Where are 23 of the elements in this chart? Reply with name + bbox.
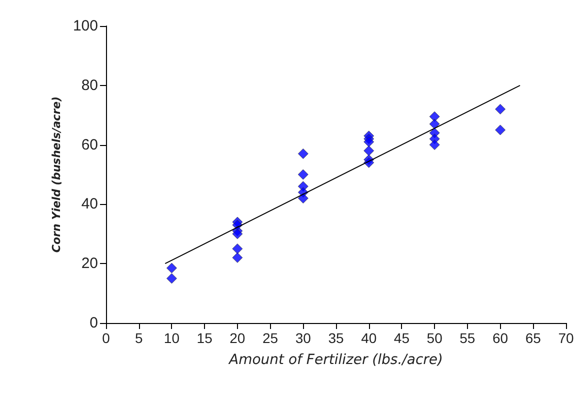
x-tick-label: 45 — [394, 330, 410, 346]
y-axis-title: Corn Yield (bushels/acre) — [50, 96, 64, 253]
y-tick-label: 40 — [81, 196, 98, 213]
x-axis-title: Amount of Fertilizer (lbs./acre) — [228, 352, 443, 368]
x-tick-label: 0 — [102, 330, 110, 346]
y-tick-label: 80 — [81, 76, 98, 94]
x-tick-label: 20 — [230, 330, 246, 346]
y-tick-label: 0 — [90, 314, 98, 332]
x-tick-label: 65 — [525, 330, 542, 346]
x-tick-label: 30 — [295, 330, 312, 346]
x-tick-label: 70 — [558, 330, 574, 346]
x-tick-label: 40 — [361, 330, 377, 346]
x-tick-label: 5 — [134, 330, 143, 346]
x-tick-label: 55 — [460, 330, 476, 346]
x-tick-label: 25 — [262, 330, 278, 346]
x-tick-label: 50 — [426, 330, 443, 346]
y-tick-label: 100 — [72, 18, 98, 34]
x-tick-label: 35 — [328, 330, 344, 346]
x-tick-label: 15 — [196, 330, 213, 346]
y-tick-label: 60 — [81, 136, 98, 154]
x-tick-label: 10 — [164, 330, 180, 346]
x-tick-label: 60 — [492, 330, 508, 346]
y-tick-label: 20 — [81, 255, 98, 272]
